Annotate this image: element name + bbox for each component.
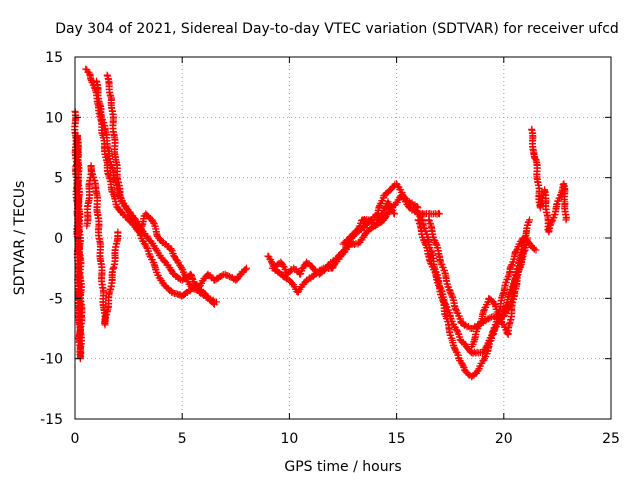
x-tick-label: 10 — [280, 431, 298, 447]
data-point — [167, 246, 175, 254]
data-point — [225, 273, 233, 281]
data-point — [135, 228, 143, 236]
data-point — [176, 262, 184, 270]
data-point — [475, 321, 483, 329]
data-point — [477, 318, 485, 326]
y-tick-label: 15 — [45, 50, 63, 66]
data-point — [480, 356, 488, 364]
data-point — [453, 327, 461, 335]
data-point — [526, 216, 534, 224]
y-tick-label: 5 — [54, 171, 63, 187]
data-point — [122, 202, 130, 210]
data-point — [481, 345, 489, 353]
data-point — [414, 216, 422, 224]
data-point — [499, 290, 507, 298]
data-point — [436, 284, 444, 292]
data-point — [141, 241, 149, 249]
data-point — [242, 266, 250, 274]
data-point — [114, 228, 122, 236]
data-point — [435, 210, 443, 218]
data-point — [559, 181, 567, 189]
y-tick-label: 10 — [45, 110, 63, 126]
data-point — [523, 234, 531, 242]
data-point — [441, 300, 449, 308]
data-point — [388, 184, 396, 192]
data-point — [380, 206, 388, 214]
data-point — [390, 209, 398, 217]
data-point — [532, 246, 540, 254]
data-point — [213, 298, 221, 306]
y-tick-label: -15 — [40, 412, 63, 428]
data-point — [243, 264, 251, 272]
data-point — [548, 217, 556, 225]
data-point — [174, 258, 182, 266]
x-tick-label: 0 — [71, 431, 80, 447]
data-point — [451, 345, 459, 353]
data-point — [169, 288, 177, 296]
data-point — [437, 260, 445, 268]
data-point — [562, 216, 570, 224]
axis-ticks: -15 -10 -5 0 5 10 15 0 5 10 15 20 25 — [40, 50, 620, 447]
y-tick-label: 0 — [54, 231, 63, 247]
y-axis-label: SDTVAR / TECUs — [12, 181, 28, 296]
data-point — [390, 210, 398, 218]
data-point — [146, 252, 154, 260]
data-point — [425, 216, 433, 224]
data-point — [178, 265, 186, 273]
x-tick-label: 5 — [178, 431, 187, 447]
data-point — [530, 245, 538, 253]
grid — [75, 57, 611, 419]
data-points — [71, 65, 570, 381]
data-point — [441, 311, 449, 319]
data-point — [170, 253, 178, 261]
x-tick-label: 20 — [495, 431, 513, 447]
y-tick-label: -5 — [49, 291, 63, 307]
data-point — [499, 291, 507, 299]
data-point — [76, 337, 84, 345]
data-point — [447, 290, 455, 298]
chart-title: Day 304 of 2021, Sidereal Day-to-day VTE… — [55, 21, 619, 37]
data-point — [432, 240, 440, 248]
x-axis-label: GPS time / hours — [284, 459, 401, 475]
x-tick-label: 25 — [602, 431, 620, 447]
y-tick-label: -10 — [40, 352, 63, 368]
x-tick-label: 15 — [388, 431, 406, 447]
data-point — [458, 360, 466, 368]
data-point — [486, 314, 494, 322]
data-point — [452, 306, 460, 314]
data-point — [421, 240, 429, 248]
